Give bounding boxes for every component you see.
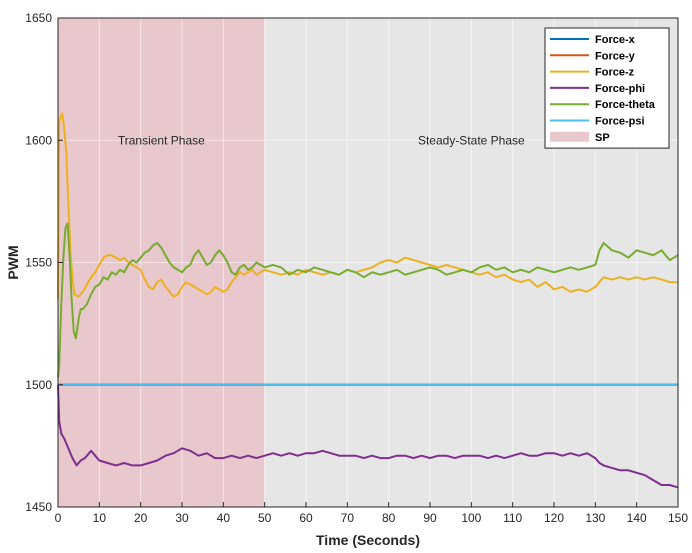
- x-tick-label: 0: [55, 511, 62, 525]
- x-tick-label: 10: [93, 511, 107, 525]
- y-tick-label: 1450: [25, 500, 52, 514]
- legend-label-force-z: Force-z: [595, 67, 635, 79]
- x-tick-label: 40: [217, 511, 231, 525]
- x-tick-label: 20: [134, 511, 148, 525]
- y-axis-ticks: 1450 1500 1550 1600 1650: [25, 11, 63, 514]
- x-axis-ticks: 0 10 20 30 40 50 60 70 80 90 100 110 120 130 140 150: [55, 502, 688, 525]
- annotation-label: Transient Phase: [118, 133, 205, 147]
- legend-label-force-phi: Force-phi: [595, 83, 645, 95]
- series-lines: [57, 112, 679, 489]
- x-tick-label: 150: [668, 511, 688, 525]
- legend-label-force-y: Force-y: [595, 50, 636, 62]
- y-tick-label: 1650: [25, 11, 52, 25]
- y-tick-label: 1500: [25, 378, 52, 392]
- legend-label-force-x: Force-x: [595, 34, 636, 46]
- y-axis-title: PWM: [5, 245, 21, 279]
- annotation-label: Steady-State Phase: [418, 133, 525, 147]
- series-line-force-phi: [57, 384, 679, 489]
- legend-label-sp: SP: [595, 132, 610, 144]
- legend-label-force-psi: Force-psi: [595, 116, 645, 128]
- x-tick-label: 80: [382, 511, 396, 525]
- x-tick-label: 100: [461, 511, 481, 525]
- x-tick-label: 120: [544, 511, 564, 525]
- series-line-force-z: [57, 112, 678, 300]
- legend-label-force-theta: Force-theta: [595, 99, 656, 111]
- x-tick-label: 50: [258, 511, 272, 525]
- x-tick-label: 110: [503, 511, 522, 525]
- legend-swatch-sp: [550, 131, 589, 142]
- series-line-force-theta: [57, 222, 679, 378]
- x-axis-title: Time (Seconds): [316, 532, 420, 548]
- x-tick-label: 140: [627, 511, 647, 525]
- annotations: Transient Phase Steady-State Phase: [118, 133, 525, 147]
- x-tick-label: 30: [175, 511, 189, 525]
- x-tick-label: 70: [341, 511, 355, 525]
- legend: Force-x Force-y Force-z Force-phi Force-thet…: [544, 27, 670, 149]
- y-tick-label: 1550: [25, 256, 52, 270]
- x-tick-label: 60: [299, 511, 313, 525]
- x-tick-label: 90: [423, 511, 437, 525]
- y-tick-label: 1600: [25, 133, 52, 147]
- x-tick-label: 130: [585, 511, 605, 525]
